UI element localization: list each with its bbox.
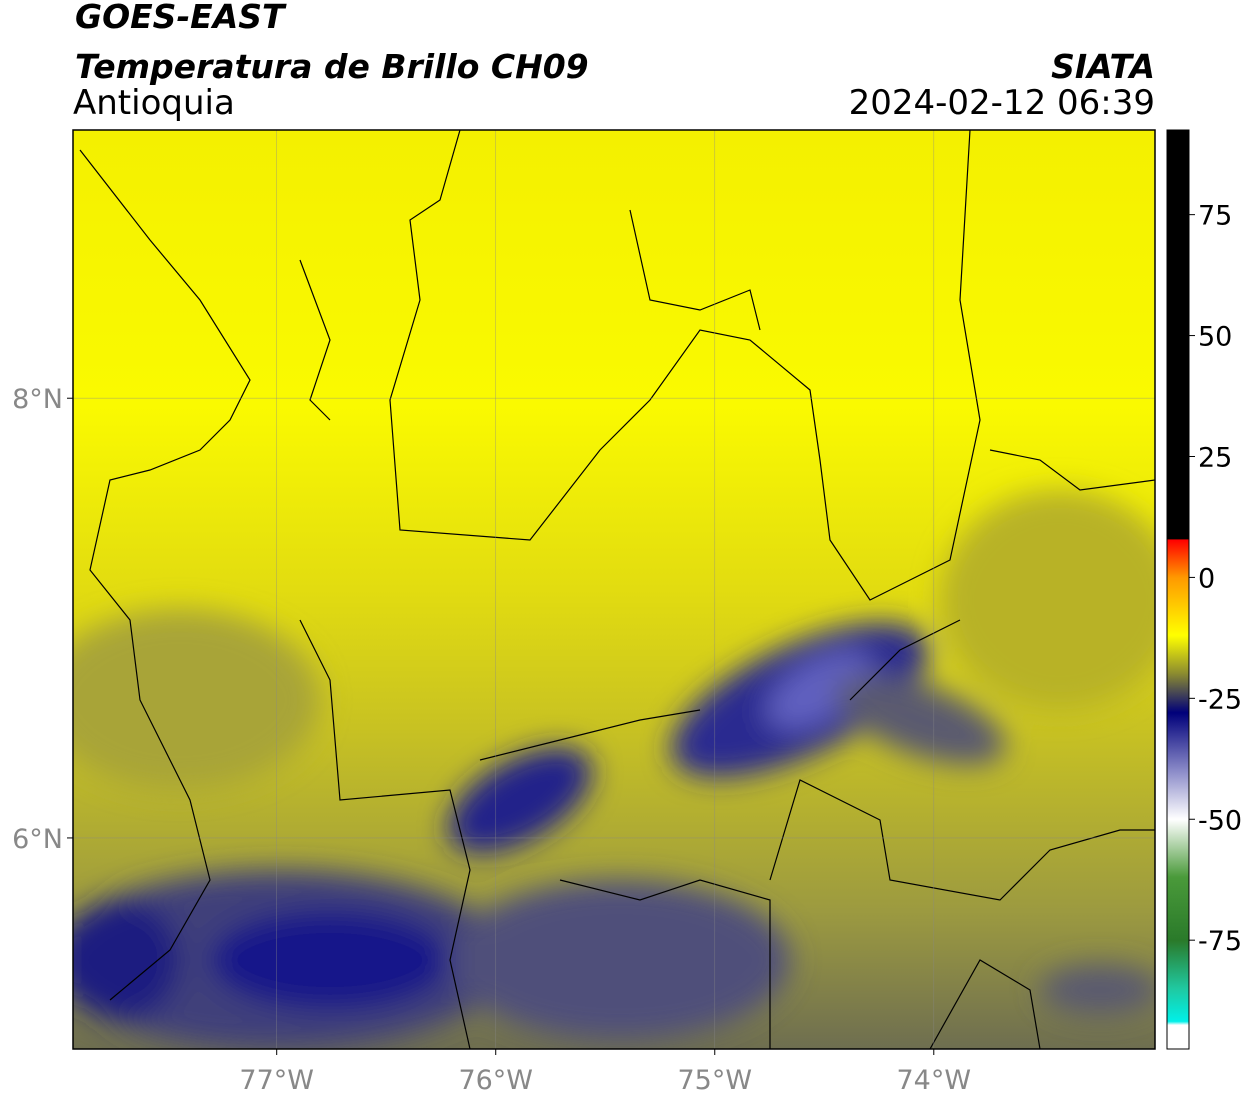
map-image xyxy=(73,130,1155,1049)
colorbar-tick-label: -25 xyxy=(1198,684,1242,715)
colorbar xyxy=(1166,129,1190,1050)
lat-tick-label: 8°N xyxy=(12,384,63,415)
product-title: Temperatura de Brillo CH09 xyxy=(75,47,589,86)
lon-tick-label: 77°W xyxy=(239,1065,314,1096)
lon-tick-label: 74°W xyxy=(897,1065,972,1096)
gridlines xyxy=(73,130,1155,1049)
colorbar-tick-label: 25 xyxy=(1198,442,1232,473)
lat-tick-label: 6°N xyxy=(12,824,63,855)
lon-tick-label: 75°W xyxy=(677,1065,752,1096)
timestamp: 2024-02-12 06:39 xyxy=(849,83,1155,123)
colorbar-tick-label: 50 xyxy=(1198,322,1232,353)
region-label: Antioquia xyxy=(73,83,235,123)
borders xyxy=(79,130,1155,1049)
satellite-title: GOES-EAST xyxy=(75,0,287,36)
colorbar-tick-label: 0 xyxy=(1198,563,1215,594)
agency-label: SIATA xyxy=(1051,47,1155,86)
lon-tick-label: 76°W xyxy=(458,1065,533,1096)
colorbar-tick-label: 75 xyxy=(1198,201,1232,232)
map-frame xyxy=(72,129,1156,1050)
colorbar-tick-label: -75 xyxy=(1198,926,1242,957)
colorbar-tick-label: -50 xyxy=(1198,805,1242,836)
